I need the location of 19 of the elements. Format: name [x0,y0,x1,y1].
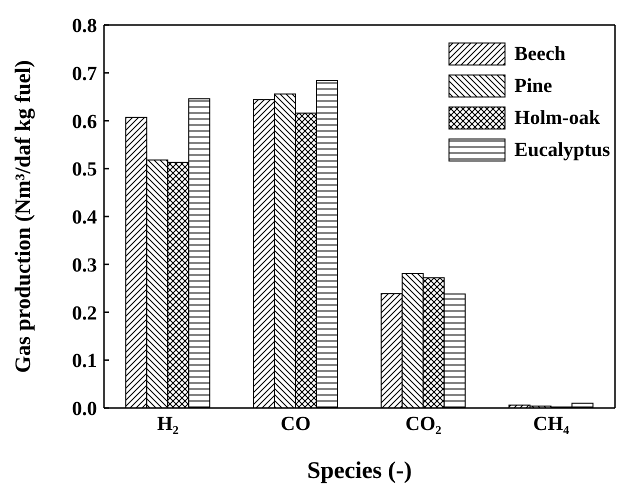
legend-label: Holm-oak [514,106,600,130]
y-tick-label: 0.5 [72,158,97,181]
y-tick-label: 0.4 [72,206,97,229]
y-tick-label: 0.3 [72,254,97,276]
y-tick-label: 0.6 [72,110,97,133]
x-tick-label: CO [280,413,311,436]
y-axis-title: Gas production (Nm³/daf kg fuel) [10,60,35,373]
y-tick-label: 0.8 [72,15,97,38]
y-tick-label: 0.0 [72,398,97,420]
y-tick-label: 0.7 [72,62,97,85]
legend-label: Beech [514,42,566,66]
x-tick-label: H₂ [157,413,179,436]
y-tick-label: 0.1 [72,350,97,372]
x-axis-title: Species (-) [307,458,412,484]
y-tick-label: 0.2 [72,302,97,324]
legend-label: Pine [514,74,552,98]
x-tick-label: CH₄ [533,413,570,436]
x-tick-label: CO₂ [405,413,442,436]
legend-label: Eucalyptus [514,138,610,162]
